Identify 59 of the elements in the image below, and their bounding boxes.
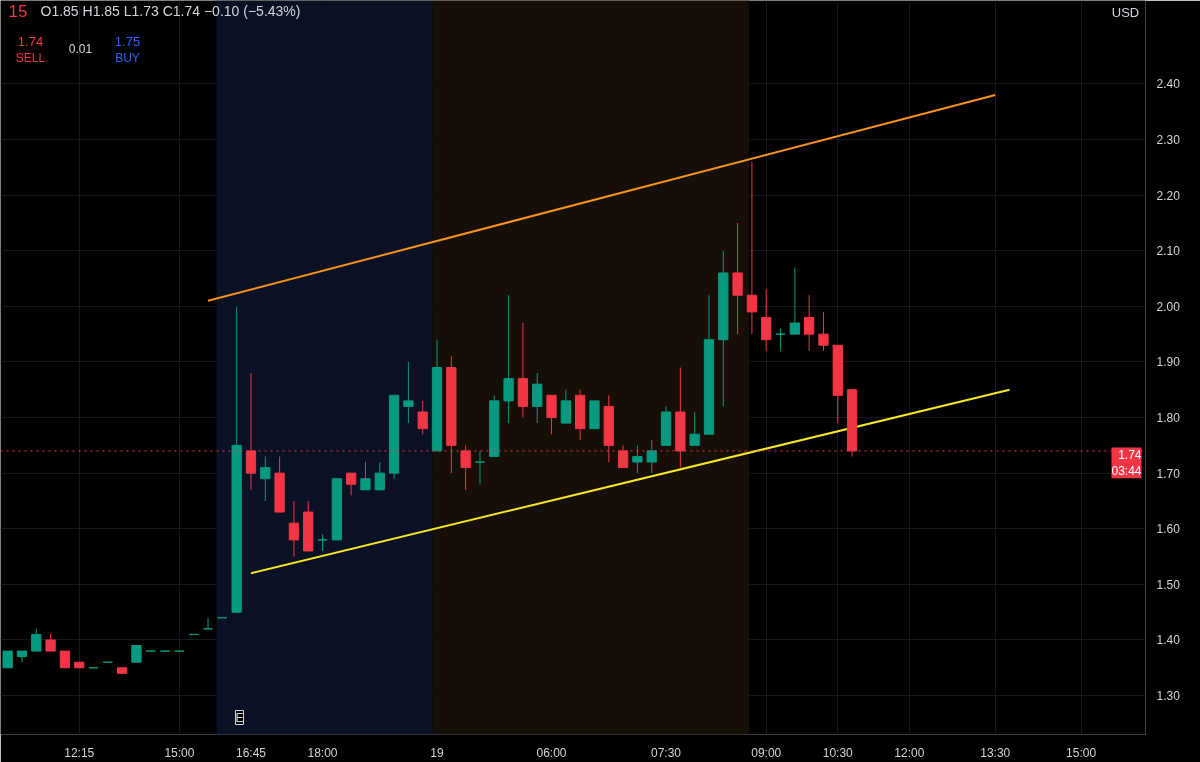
candlestick [789,266,800,335]
candlestick [260,455,271,502]
annotation: USD [1111,5,1140,20]
candlestick [474,450,486,485]
candlestick [646,439,657,474]
candlestick [746,161,758,335]
x-tick-label: 09:00 [751,745,782,760]
y-tick-label: 1.60 [1156,522,1181,537]
y-tick-label: 1.30 [1156,689,1181,704]
chart-title: 15 [8,1,28,21]
y-tick-label: 1.50 [1156,577,1181,592]
candlestick [804,294,815,352]
y-tick-label: 2.10 [1156,244,1181,259]
y-tick-label: 1.40 [1156,633,1181,648]
candlestick [632,444,643,474]
x-tick-label: 07:30 [651,745,682,760]
y-tick-label: 1.90 [1156,355,1181,370]
x-tick-label: 18:00 [307,745,338,760]
candlestick [689,411,700,446]
candlestick [346,472,357,496]
candlestick [503,294,514,424]
candlestick [202,617,214,630]
y-tick-label: 2.20 [1156,188,1181,203]
annotation: BUY [115,50,140,65]
y-tick-label: 2.00 [1156,299,1181,314]
annotation: SELL [15,50,46,65]
candlestick [560,389,571,424]
x-tick-label: 10:30 [822,745,854,760]
y-tick-label: 2.40 [1156,77,1181,92]
candlestick [288,500,300,558]
candlestick [31,628,42,652]
annotation: 1.75 [114,34,141,49]
candlestick [775,328,786,352]
candlestick [818,311,829,352]
x-tick-label: 15:00 [164,745,195,760]
candlestick [761,289,772,352]
x-tick-label: 19 [430,745,445,760]
candlestick [546,394,557,435]
x-tick-label: 12:00 [894,745,925,760]
y-tick-label: 1.70 [1156,466,1181,481]
annotation: E [235,710,244,725]
y-tick-label: 1.80 [1156,411,1181,426]
candlestick [374,461,385,491]
annotation: O1.85 H1.85 L1.73 C1.74 −0.10 (−5.43%) [40,2,301,19]
y-tick-label: 2.30 [1156,133,1181,148]
candlestick [417,400,428,435]
candlestick [403,361,414,424]
x-tick-label: 16:45 [235,745,267,760]
annotation: 1.74 [17,34,44,49]
candlestick [732,222,743,335]
x-tick-label: 15:00 [1066,745,1097,760]
x-tick-label: 12:15 [64,745,95,760]
x-tick-label: 06:00 [536,745,567,760]
candlestick [16,650,28,663]
candlestick [532,372,543,424]
x-tick-label: 13:30 [980,745,1011,760]
annotation: 0.01 [68,42,93,56]
candlestick [360,461,371,491]
ref-line-label: 1.74 03:44 [1111,447,1142,479]
